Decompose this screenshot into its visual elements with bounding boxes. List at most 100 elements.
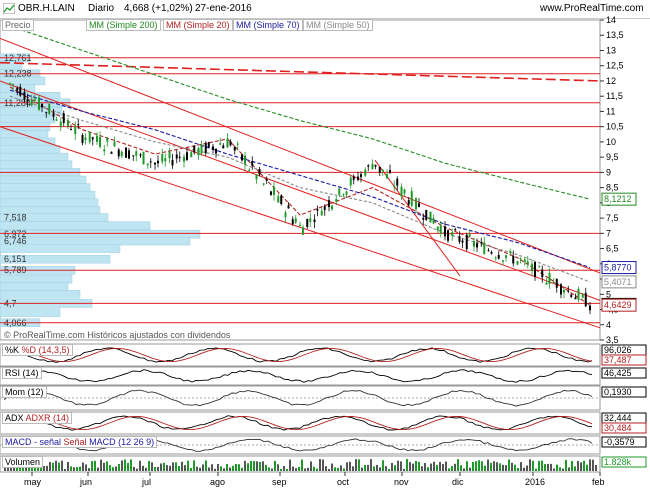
volume-bar [571, 460, 573, 471]
volume-bar [301, 459, 303, 471]
volume-profile-bar [0, 198, 99, 208]
volume-bar [340, 465, 342, 471]
macd-title: MACD - señal Señal MACD (12 26 9) [2, 436, 158, 448]
macd-value-box [601, 436, 647, 448]
volume-bar [343, 468, 345, 471]
volume-bar [256, 461, 258, 471]
volume-profile-bar [0, 274, 73, 284]
candle-body [193, 145, 196, 153]
volume-bar [469, 467, 471, 471]
candle-body [183, 156, 185, 162]
candle-body [516, 261, 519, 265]
adx-value-label: 32,444 [604, 413, 632, 423]
volume-profile-label: 6,972 [4, 229, 27, 239]
rsi-title: RSI (14) [2, 367, 42, 379]
volume-bar [433, 461, 435, 471]
volume-bar [592, 459, 594, 471]
price-marker [601, 192, 637, 206]
stoch-title: %K %D (14,3,5) [2, 344, 73, 356]
candle-body [291, 219, 294, 224]
candle-body [502, 260, 504, 262]
candle-body [59, 121, 62, 128]
volume-bar [310, 461, 312, 471]
price-axis-label: 9,5 [606, 152, 619, 162]
site-url: www.ProRealTime.com [540, 3, 644, 14]
volume-bar [247, 463, 249, 471]
candle-body [164, 158, 167, 162]
candle-body [212, 146, 214, 150]
volume-profile-bar [0, 152, 69, 162]
candle-body [244, 155, 246, 165]
candle-body [132, 155, 135, 157]
price-marker [601, 261, 637, 275]
macd-value-label: -0,3579 [604, 437, 635, 447]
volume-bar [481, 461, 483, 471]
volume-bar [487, 459, 489, 471]
candle-body [357, 176, 359, 180]
rsi-panel-frame [0, 366, 601, 386]
volume-bar [568, 467, 570, 471]
volume-bar [562, 468, 564, 471]
volume-bar [406, 459, 408, 471]
volume-bar [472, 461, 474, 471]
candle-body [157, 160, 159, 164]
volume-bar [460, 465, 462, 471]
volume-profile-bar [0, 236, 191, 246]
candle-body [236, 143, 239, 145]
ma70-line [9, 89, 591, 269]
volume-bar [52, 462, 54, 471]
volume-bar [550, 463, 552, 471]
volume-profile-bar [0, 244, 121, 253]
candle-body [70, 129, 72, 131]
candle-body [381, 169, 384, 172]
price-axis-label: 11 [606, 106, 615, 116]
volume-bar [292, 466, 294, 471]
volume-bar [427, 467, 429, 471]
volume-bar [103, 462, 105, 471]
volume-bar [355, 459, 357, 471]
volume-bar [271, 468, 273, 471]
volume-bar [286, 468, 288, 471]
candle-body [113, 141, 116, 147]
volume-bar [55, 460, 57, 471]
volume-bar [70, 466, 72, 471]
volume-profile-bar [0, 290, 81, 299]
macd-signal-label: Señal [63, 437, 87, 447]
volume-bar [157, 466, 159, 471]
volume-bar [580, 462, 582, 471]
legend-mm200: MM (Simple 200) [86, 19, 161, 31]
volume-bar [160, 463, 162, 471]
volume-bar [43, 466, 45, 471]
candle-body [12, 83, 14, 85]
volume-profile-bar [0, 183, 91, 192]
candle-body [294, 218, 297, 223]
price-marker-label: 5,4071 [604, 277, 632, 287]
volume-profile-bar [0, 221, 151, 230]
volume-bar [142, 465, 144, 471]
candle-body [74, 126, 77, 135]
volume-bar [382, 460, 384, 471]
candle-body [248, 169, 251, 171]
candle-body [33, 98, 36, 101]
volume-profile-bar [0, 145, 61, 154]
volume-bar [151, 462, 153, 471]
volume-bar [208, 467, 210, 471]
candle-body [277, 196, 280, 203]
volume-bar [289, 459, 291, 471]
candle-body [505, 255, 507, 258]
volume-bar [367, 464, 369, 471]
candle-body [367, 165, 370, 167]
price-axis-label: 5 [606, 289, 611, 299]
candle-body [229, 141, 232, 146]
volume-bar [514, 464, 516, 471]
price-axis-label: 3,5 [606, 335, 619, 345]
volume-bar [154, 466, 156, 471]
month-label: oct [337, 477, 350, 487]
candle-body [233, 146, 236, 151]
chart-icon [3, 3, 15, 14]
price-marker-label: 8,1212 [604, 194, 632, 204]
candle-body [161, 153, 164, 162]
candle-body [345, 191, 348, 195]
price-axis-label: 12,5 [606, 61, 624, 71]
